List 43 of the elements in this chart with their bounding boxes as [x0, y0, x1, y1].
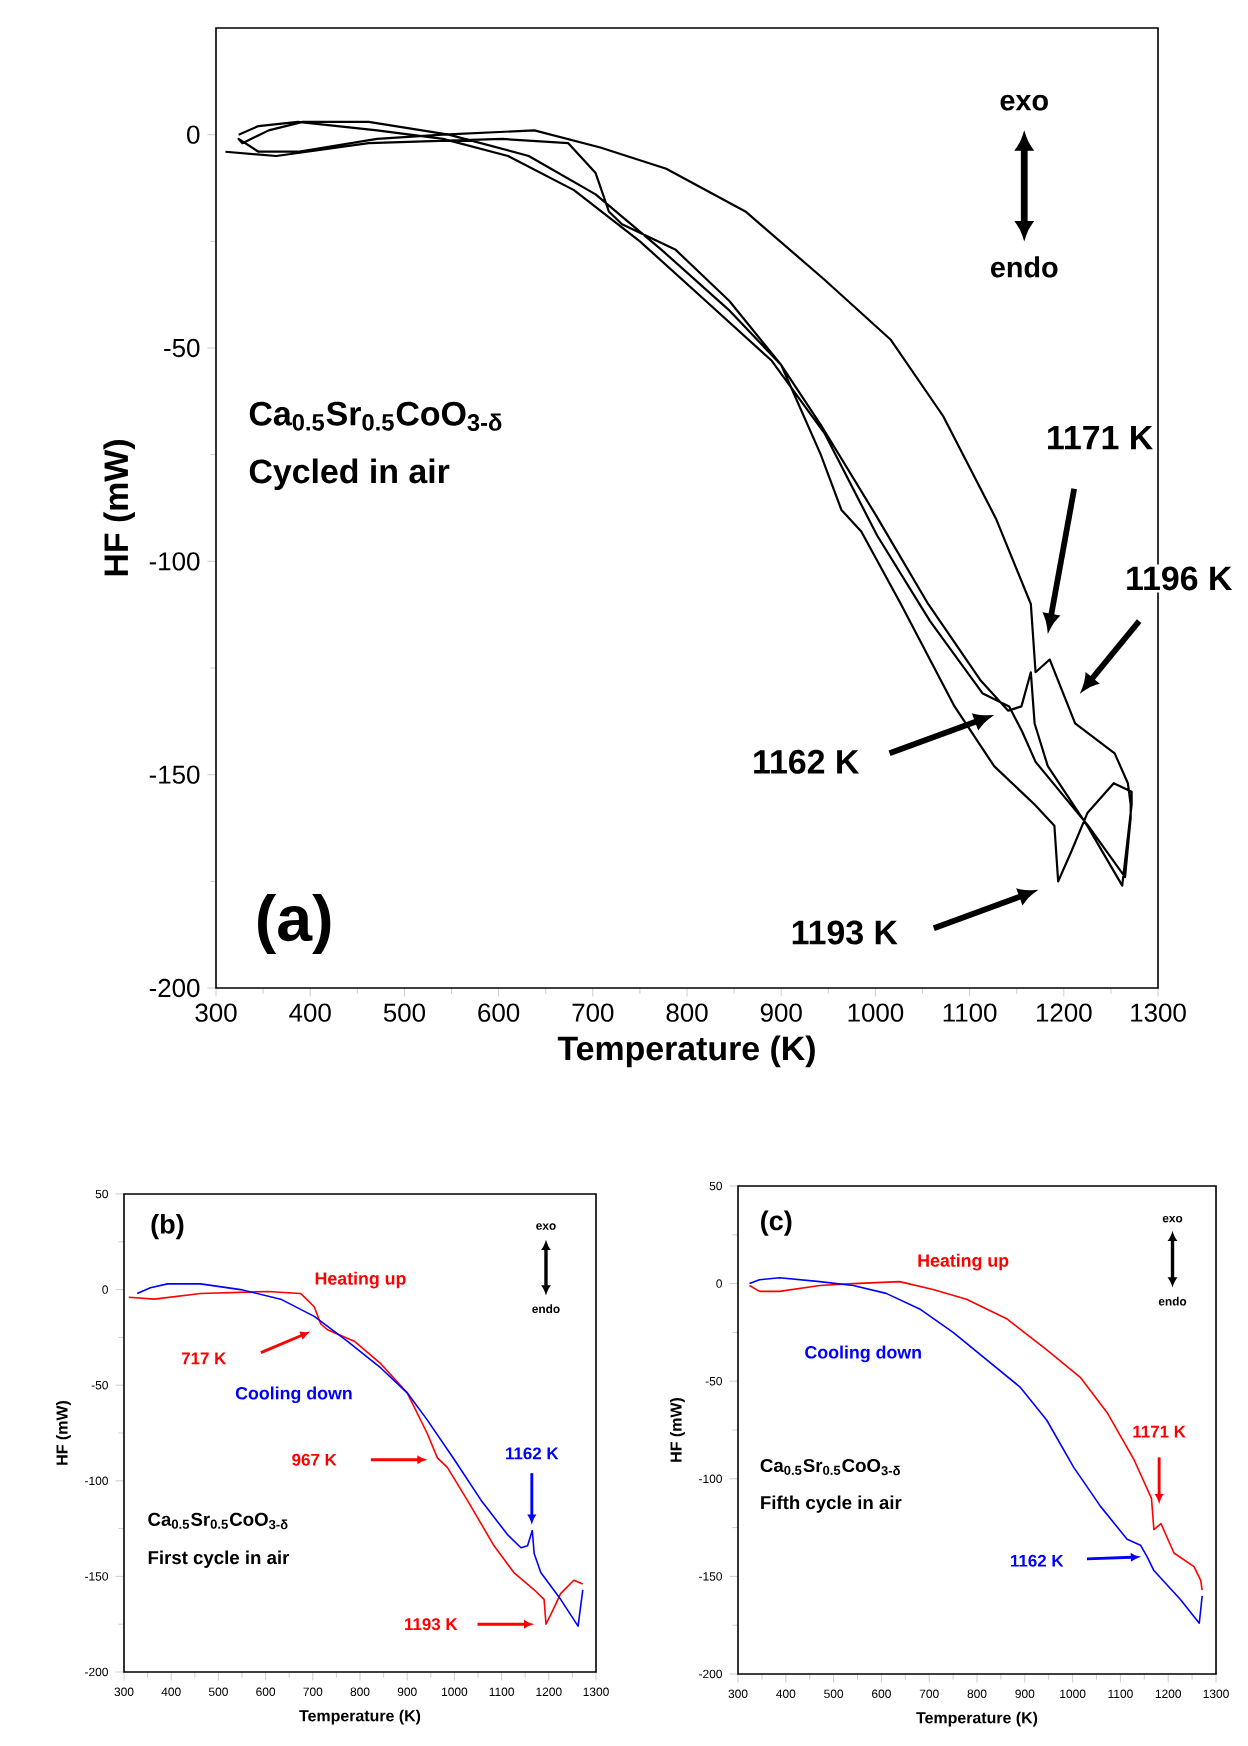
x-axis-title: Temperature (K) [557, 1035, 815, 1068]
annotation: 1162 K [1010, 1554, 1064, 1567]
series-label: Cooling down [235, 1386, 352, 1404]
x-tick-label: 500 [383, 1003, 425, 1022]
annotation: endo [990, 256, 1058, 278]
annotation: 1171 K [1133, 1425, 1186, 1438]
annotation: 1196 K [1127, 566, 1233, 591]
x-tick-label: 700 [572, 1003, 614, 1022]
x-tick-label: 800 [666, 1003, 708, 1022]
y-tick-label: 0 [187, 125, 200, 144]
annotation: Ca$_{0.5}$Sr$_{0.5}$CoO$_{3-δ}$ [760, 1458, 900, 1476]
y-tick-label: -100 [149, 552, 200, 571]
annotation: 717 K [181, 1352, 227, 1365]
series-label: Cooling down [805, 1345, 921, 1363]
annotation: 967 K [292, 1453, 337, 1466]
annotation: (a) [258, 894, 331, 954]
x-tick-label: 900 [760, 1003, 802, 1022]
x-tick-label: 1200 [1036, 1003, 1092, 1022]
annotation: (b) [151, 1213, 184, 1240]
y-tick-label: -150 [149, 765, 200, 784]
y-tick-label: -200 [149, 978, 200, 998]
y-tick-label: -50 [164, 338, 200, 358]
annotation: 1162 K [754, 749, 860, 774]
annotation: First cycle in air [148, 1550, 290, 1568]
annotation: Ca$_{0.5}$Sr$_{0.5}$CoO$_{3-δ}$ [148, 1512, 288, 1530]
x-tick-label: 1100 [943, 1003, 997, 1022]
x-tick-label: 400 [289, 1003, 331, 1022]
x-tick-label: 1000 [848, 1003, 904, 1022]
series-label: Heating up [918, 1253, 1009, 1271]
y-axis-title: HF (mW) [103, 440, 135, 576]
annotation: Cycled in air [249, 458, 450, 491]
annotation: Fifth cycle in air [761, 1495, 902, 1513]
annotation: Ca$_{0.5}$Sr$_{0.5}$CoO$_{3-δ}$ [249, 401, 502, 431]
annotation: 1171 K [1048, 425, 1153, 450]
annotation: 1193 K [792, 920, 898, 945]
annotation: exo [1000, 94, 1048, 111]
annotation: 1162 K [506, 1447, 559, 1460]
x-tick-label: 600 [478, 1003, 520, 1022]
annotation: (c) [761, 1210, 792, 1236]
series-label: Heating up [315, 1271, 406, 1289]
x-tick-label: 1300 [1131, 1003, 1186, 1022]
annotation: 1193 K [405, 1618, 458, 1631]
x-tick-label: 300 [195, 1003, 237, 1022]
